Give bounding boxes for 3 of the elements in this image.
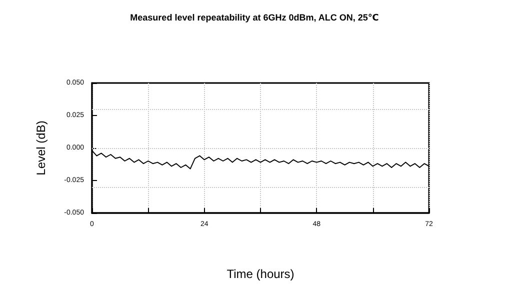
chart-title: Measured level repeatability at 6GHz 0dBm, ALC ON, 25℃ bbox=[130, 12, 379, 22]
y-axis-title: Level (dB) bbox=[34, 120, 48, 176]
x-axis-title: Time (hours) bbox=[226, 267, 294, 281]
